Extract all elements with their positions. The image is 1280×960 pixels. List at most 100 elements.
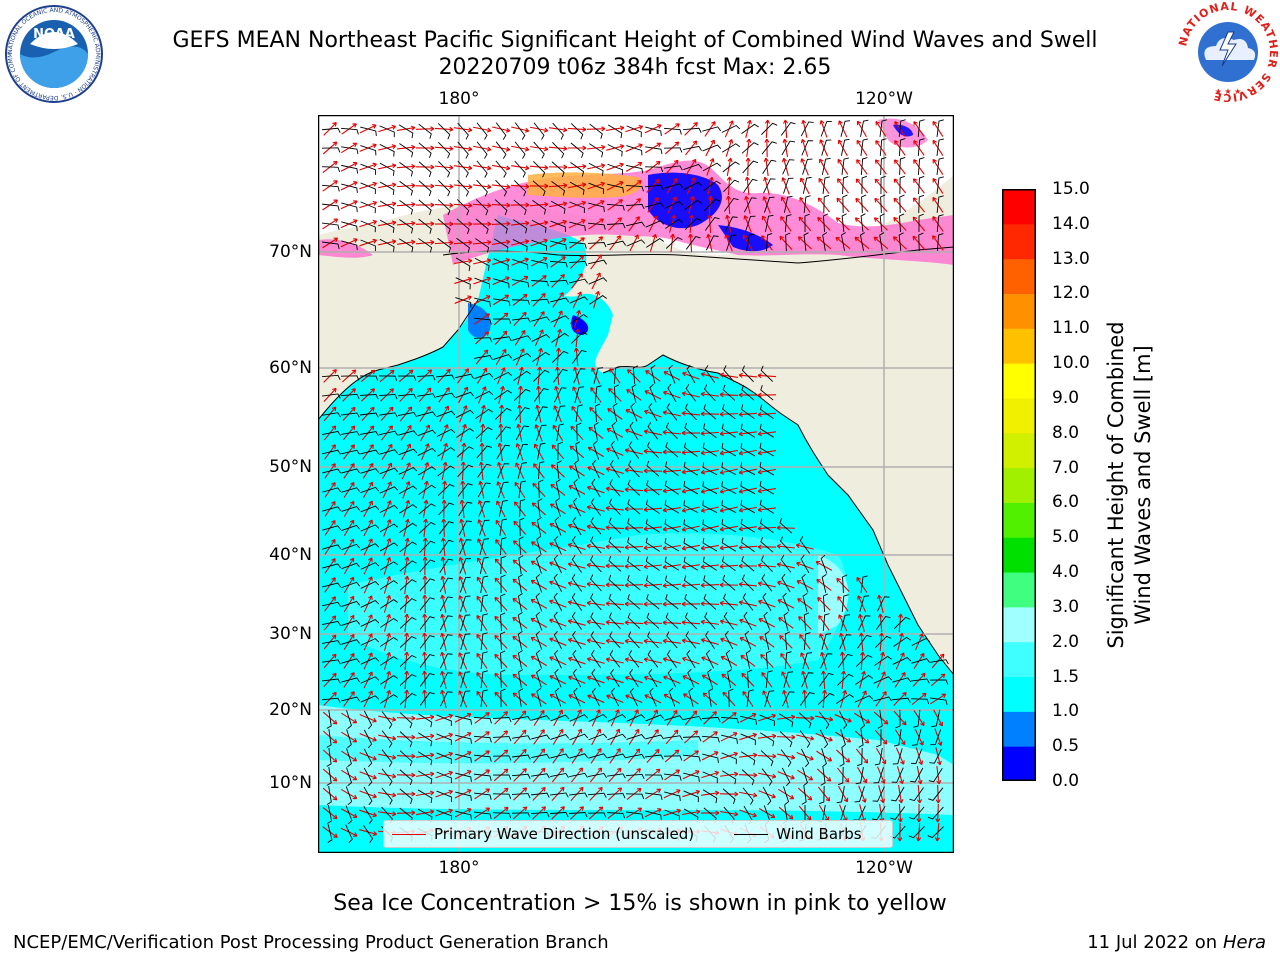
wave-arrow-head xyxy=(423,518,429,523)
wind-barb xyxy=(747,669,753,689)
wave-arrow-head xyxy=(752,792,758,798)
wind-barb xyxy=(645,792,663,801)
wave-arrow-head xyxy=(430,202,435,208)
wave-arrow-head xyxy=(350,444,355,449)
wave-arrow-head xyxy=(780,216,785,221)
wind-barb xyxy=(783,671,794,688)
wave-arrow-head xyxy=(521,729,527,735)
wind-barb xyxy=(860,575,868,593)
wind-barb xyxy=(479,538,490,555)
wave-arrow-head xyxy=(681,638,687,644)
wind-barb xyxy=(610,440,620,460)
wind-barb xyxy=(363,786,373,806)
wind-barb xyxy=(341,240,358,251)
wind-barb xyxy=(893,636,911,647)
wave-arrow-head xyxy=(487,202,492,208)
wind-barb xyxy=(437,218,451,235)
wave-arrow-head xyxy=(605,544,610,550)
wave-arrow-head xyxy=(644,675,649,681)
wave-arrow-head xyxy=(893,216,898,222)
wind-barb xyxy=(570,331,588,344)
wind-barb xyxy=(879,119,887,137)
wave-arrow-head xyxy=(662,657,668,662)
chart-title: GEFS MEAN Northeast Pacific Significant … xyxy=(172,28,1098,53)
wind-barb xyxy=(861,175,867,195)
wind-barb xyxy=(474,811,492,819)
wind-barb xyxy=(589,295,608,305)
wave-arrow-head xyxy=(700,564,705,570)
wind-barb xyxy=(645,518,660,533)
wind-barb xyxy=(568,241,587,249)
wave-arrow-head xyxy=(757,411,762,418)
wind-barb xyxy=(399,731,413,748)
wave-arrow-head xyxy=(369,444,374,449)
wave-arrow-head xyxy=(404,537,410,543)
wind-barb xyxy=(723,179,740,193)
colorbar-tick-label: 7.0 xyxy=(1052,457,1080,478)
wind-barb xyxy=(745,650,751,669)
wave-arrow-head xyxy=(799,197,804,202)
wind-barb xyxy=(625,773,645,780)
wind-barb xyxy=(822,176,830,194)
wave-arrow-head xyxy=(559,748,564,753)
wind-barb xyxy=(399,635,417,648)
wave-arrow-head xyxy=(600,181,605,187)
wave-arrow-head xyxy=(771,793,776,799)
wave-arrow-head xyxy=(740,654,745,660)
wave-arrow-head xyxy=(758,618,764,623)
wave-arrow-head xyxy=(544,183,549,189)
wind-barb xyxy=(417,447,437,456)
wave-arrow-head xyxy=(386,557,392,562)
wind-barb xyxy=(645,220,665,228)
wave-arrow-head xyxy=(368,557,373,562)
wind-barb xyxy=(744,197,757,213)
wave-arrow-head xyxy=(477,519,483,524)
wind-barb xyxy=(646,441,659,459)
wave-arrow-head xyxy=(857,595,862,600)
wind-barb xyxy=(360,412,379,418)
wave-arrow-head xyxy=(817,197,823,202)
wave-arrow-head xyxy=(331,463,336,468)
wave-arrow-head xyxy=(533,443,539,449)
wind-barb xyxy=(419,540,436,554)
wind-barb xyxy=(475,218,489,234)
wind-barb xyxy=(930,659,949,665)
wave-arrow-head xyxy=(634,234,639,239)
wave-arrow-head xyxy=(874,178,880,184)
wind-barb xyxy=(511,812,531,818)
wave-arrow-head xyxy=(822,689,828,694)
wave-arrow-head xyxy=(410,125,416,131)
colorbar-bin xyxy=(1002,502,1036,538)
wind-barb xyxy=(380,599,399,609)
wave-arrow-head xyxy=(757,450,763,456)
wind-barb xyxy=(609,631,621,649)
wave-arrow-head xyxy=(719,411,724,417)
wave-arrow-head xyxy=(741,672,746,678)
wind-barb xyxy=(628,460,640,478)
wind-barb xyxy=(570,162,585,177)
wave-arrow-head xyxy=(674,749,680,755)
wave-arrow-head xyxy=(425,443,430,448)
wind-barb xyxy=(741,123,759,135)
wind-barb xyxy=(895,709,901,729)
wave-arrow-head xyxy=(587,485,592,491)
wind-barb xyxy=(439,596,453,612)
wave-arrow-head xyxy=(458,614,464,619)
wave-arrow-head xyxy=(567,581,573,587)
wave-arrow-head xyxy=(351,388,356,393)
wave-arrow-head xyxy=(411,715,416,721)
wave-arrow-head xyxy=(662,449,667,455)
wind-barb xyxy=(457,464,474,478)
wave-arrow-head xyxy=(531,541,536,546)
wave-arrow-head xyxy=(422,537,428,542)
wind-barb xyxy=(610,668,620,687)
wind-barb xyxy=(840,614,851,631)
wind-barb xyxy=(892,677,912,683)
wave-arrow-head xyxy=(738,392,743,398)
wind-barb xyxy=(381,749,393,767)
wind-barb xyxy=(647,422,659,440)
wave-arrow-head xyxy=(531,502,537,507)
wind-barb xyxy=(512,258,529,270)
wind-barb xyxy=(801,786,807,805)
wave-arrow-head xyxy=(875,159,880,164)
